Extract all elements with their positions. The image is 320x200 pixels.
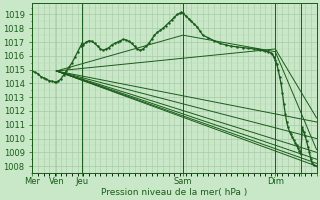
X-axis label: Pression niveau de la mer( hPa ): Pression niveau de la mer( hPa ) (101, 188, 247, 197)
